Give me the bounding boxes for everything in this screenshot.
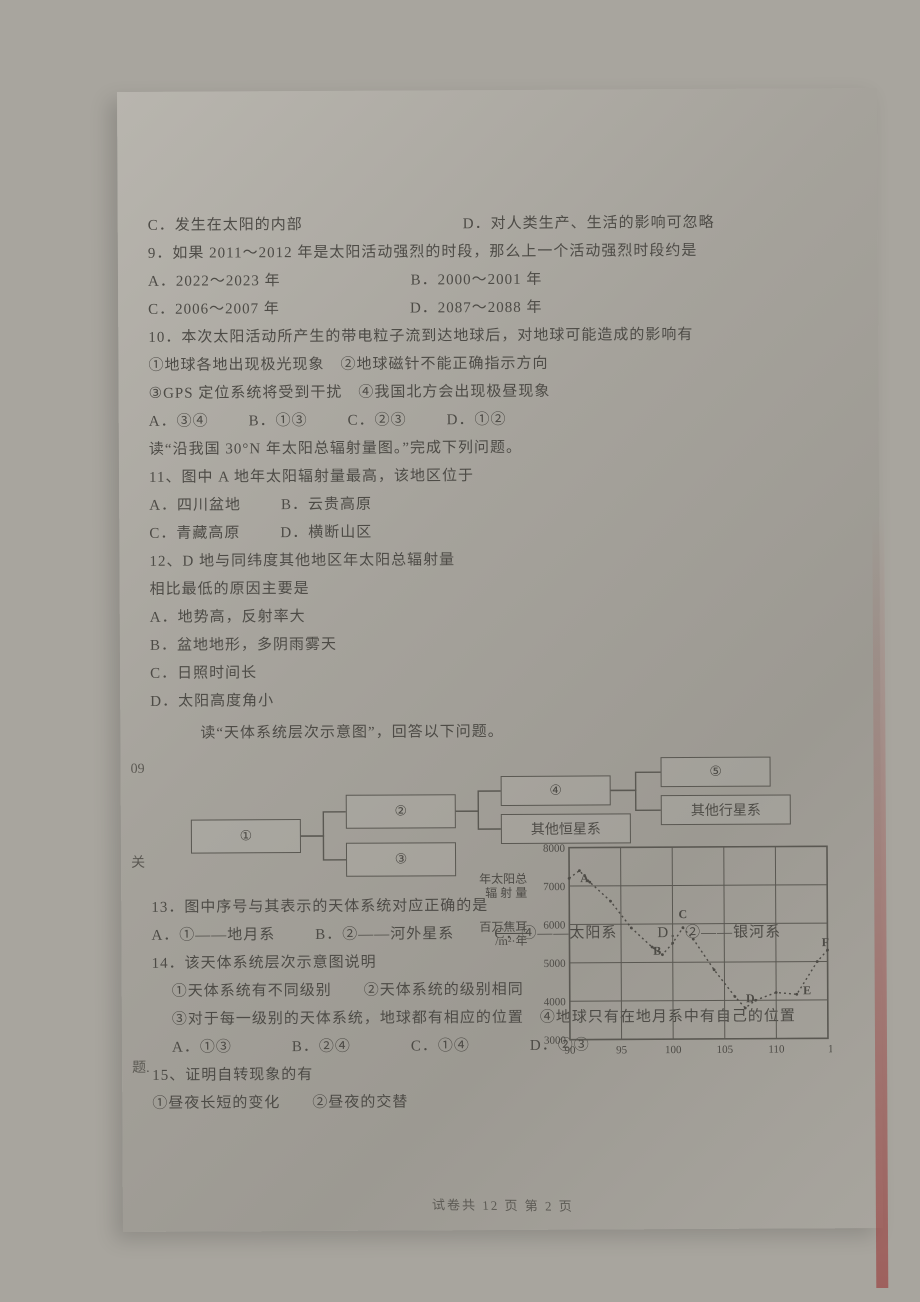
option-c: C．发生在太阳的内部 [148,211,303,240]
margin-text-bottom: 题. [132,1057,150,1077]
q15-statement-1: ①昼夜长短的变化 ②昼夜的交替 [152,1086,852,1118]
chart-yunit-1: 百万焦耳 [473,920,527,934]
lead-q13-q14: 读“天体系统层次示意图”，回答以下问题。 [150,716,850,748]
q10-statement-2: ③GPS 定位系统将受到干扰 ④我国北方会出现极昼现象 [149,376,849,408]
q9-optB: B．2000～2001 年 [411,266,543,295]
q12-optA: A．地势高，反射率大 [150,602,530,632]
svg-text:3000: 3000 [544,1035,567,1047]
q11-optB: B．云贵高原 [281,491,372,519]
q11-optD: D．横断山区 [280,519,372,547]
q14-optC: C．①④ [391,1032,470,1060]
exam-page: C．发生在太阳的内部 D．对人类生产、生活的影响可忽略 9．如果 2011～20… [117,88,883,1232]
q11-q12-block: 11、图中 A 地年太阳辐射量最高，该地区位于 A．四川盆地 B．云贵高原 C．… [149,460,850,716]
q11-optC: C．青藏高原 [149,519,240,547]
diagram-node: 其他行星系 [661,794,791,825]
q12-optD: D．太阳高度角小 [150,686,530,716]
diagram-node: 其他恒星系 [501,813,631,844]
svg-text:100: 100 [665,1044,682,1056]
q9-optD: D．2087～2088 年 [410,294,543,323]
page-edge-strip [870,0,889,1288]
celestial-system-diagram: ① ② ③ ④ 其他恒星系 ⑤ 其他行星系 [151,754,832,888]
q9-stem: 9．如果 2011～2012 年是太阳活动强烈的时段，那么上一个活动强烈时段约是 [148,236,848,268]
chart-ylabel-2: 辐 射 量 [473,886,527,900]
q9-options-row2: C．2006～2007 年 D．2087～2088 年 [148,292,848,324]
q10-optB: B．①③ [249,407,308,435]
svg-text:D: D [746,991,755,1005]
diagram-node: ③ [346,842,456,877]
svg-text:90: 90 [565,1045,577,1057]
svg-text:105: 105 [717,1044,734,1056]
q10-optC: C．②③ [348,406,407,434]
option-d: D．对人类生产、生活的影响可忽略 [463,209,715,238]
diagram-node: ② [346,794,456,829]
svg-text:E: E [803,983,811,997]
q10-stem: 10．本次太阳活动所产生的带电粒子流到达地球后，对地球可能造成的影响有 [148,320,848,352]
q12-optB: B．盆地地形，多阴雨雾天 [150,630,530,660]
q11-options-row1: A．四川盆地 B．云贵高原 [149,490,529,520]
q10-options: A．③④ B．①③ C．②③ D．①② [149,404,849,436]
q14-optB: B．②④ [272,1033,351,1061]
q12-stem-1: 12、D 地与同纬度其他地区年太阳总辐射量 [149,546,529,576]
chart-yunit-2: /m²·年 [473,934,527,948]
q10-optD: D．①② [447,406,507,434]
svg-text:B: B [653,944,661,958]
q11-options-row2: C．青藏高原 D．横断山区 [149,518,529,548]
prev-question-options: C．发生在太阳的内部 D．对人类生产、生活的影响可忽略 [148,208,848,240]
svg-text:4000: 4000 [544,996,567,1008]
q9-optC: C．2006～2007 年 [148,295,280,324]
diagram-node: ④ [501,775,611,806]
q9-optA: A．2022～2023 年 [148,267,281,296]
q11-optA: A．四川盆地 [149,491,241,519]
svg-text:110: 110 [768,1044,785,1056]
diagram-node: ⑤ [661,757,771,788]
svg-text:95: 95 [616,1044,628,1056]
svg-text:115 经度: 115 经度 [828,1041,832,1055]
margin-text-top: 09 [131,762,145,778]
svg-text:5000: 5000 [544,958,567,970]
q11-q12-text: 11、图中 A 地年太阳辐射量最高，该地区位于 A．四川盆地 B．云贵高原 C．… [149,462,530,716]
q10-statement-1: ①地球各地出现极光现象 ②地球磁针不能正确指示方向 [148,348,848,380]
q12-stem-2: 相比最低的原因主要是 [150,574,530,604]
diagram-node: ① [191,819,301,854]
lead-q11-q12: 读“沿我国 30°N 年太阳总辐射量图。”完成下列问题。 [149,432,849,464]
margin-text-mid: 关 [131,852,145,872]
q13-optA: A．①——地月系 [151,921,275,950]
svg-text:6000: 6000 [543,919,566,931]
q9-options-row1: A．2022～2023 年 B．2000～2001 年 [148,264,848,296]
svg-text:C: C [678,907,687,921]
q10-optA: A．③④ [149,408,209,436]
q11-stem: 11、图中 A 地年太阳辐射量最高，该地区位于 [149,462,529,492]
page-footer: 试卷共 12 页 第 2 页 [122,1190,883,1218]
q13-optB: B．②——河外星系 [315,920,454,949]
svg-text:F: F [822,935,829,949]
q14-optA: A．①③ [152,1033,232,1061]
q12-optC: C．日照时间长 [150,658,530,688]
